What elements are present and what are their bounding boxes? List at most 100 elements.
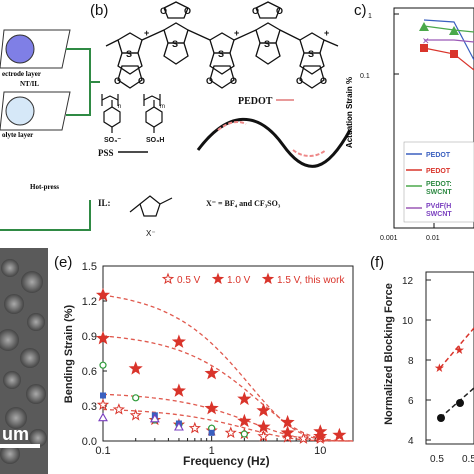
electrolyte-layer-label: olyte layer: [2, 131, 34, 139]
c-legend-4: SWCNT: [426, 189, 452, 196]
c-legend-3: PEDOT:: [426, 181, 452, 188]
e-point-s1-3: [129, 408, 142, 421]
f-red-marker-1: ★: [434, 361, 445, 375]
e-point-s1-6: [188, 421, 201, 434]
panel-f-plot: ★ ★ 12 10 8 6 4 0.5 0.5: [402, 271, 474, 465]
c-series-purple: [424, 39, 474, 43]
e-legend-marker-3: [261, 272, 275, 285]
c-legend-6: SWCNT: [426, 211, 452, 218]
pedot-label: PEDOT: [238, 96, 273, 107]
e-ytick-label: 1.2: [82, 296, 97, 308]
panel-e: (e) Bending Strain (%) 0.0 0.3 0.6 0.9 1.2 1.…: [48, 248, 368, 474]
e-point-s2-7: [280, 425, 295, 439]
hot-press-label: Hot-press: [30, 183, 60, 191]
f-ytick-10: 10: [402, 316, 414, 327]
pss-so3-minus: SO₃⁻: [104, 137, 121, 144]
c-xtick-001: 0.01: [426, 235, 440, 242]
panel-e-label: (e): [54, 254, 73, 271]
e-legend: 0.5 V 1.0 V 1.5 V, this work: [161, 272, 345, 286]
e-fit-curve-4: [102, 408, 353, 442]
svg-text:+: +: [144, 28, 149, 38]
panel-c-label: c): [354, 2, 367, 19]
e-point-s2-5: [237, 413, 252, 428]
e-point-s2-2: [128, 361, 143, 375]
chemical-structures: S S S S S + + + O O O O O O O O O O n m SO₃⁻ SO₃H PS…: [98, 1, 352, 238]
e-ytick-label: 0.6: [82, 366, 97, 378]
sem-image: [0, 248, 48, 474]
e-point-s2-3: [171, 383, 186, 397]
panel-f: (f) Normalized Blocking Force ★ ★ 12 10 …: [368, 248, 474, 474]
f-ylabel: Normalized Blocking Force: [382, 283, 395, 425]
e-fit-curve-1: [102, 294, 353, 442]
f-ytick-4: 4: [408, 436, 414, 447]
e-legend-label-3: 1.5 V, this work: [277, 275, 345, 286]
e-point-s3-8: [332, 427, 347, 442]
svg-text:O: O: [138, 76, 145, 86]
e-point-s3-3: [204, 365, 219, 380]
thiophene-ring-1: [117, 32, 143, 75]
il-label: IL:: [98, 198, 111, 208]
pedot-atom-labels: S S S S S + + + O O O O O O O O O O: [114, 6, 329, 86]
frame-line: [0, 200, 91, 231]
e-point-s1-8: [224, 426, 237, 439]
panel-f-label: (f): [370, 254, 385, 271]
c-series-green: [423, 25, 474, 33]
e-point-s1-12: [297, 432, 310, 444]
thiophene-ring-3: [209, 32, 235, 75]
f-xtick-2: 0.5: [462, 454, 474, 465]
sem-scale-text: um: [2, 424, 29, 444]
electrode-layer-label: ectrode layer: [2, 70, 41, 78]
c-legend-1: PEDOT: [426, 152, 451, 159]
svg-text:O: O: [206, 76, 213, 86]
pss-label: PSS: [98, 148, 114, 158]
pedot-structure: [105, 1, 339, 89]
e-ytick-label: 0.0: [82, 436, 97, 448]
svg-text:O: O: [114, 76, 121, 86]
e-ytick-label: 1.5: [82, 261, 97, 273]
e-plot-frame: [102, 265, 354, 442]
f-red-trend: [439, 327, 474, 369]
c-xtick-0001: 0.001: [380, 235, 398, 242]
e-point-s5-4: [208, 429, 215, 436]
c-ytick-01: 0.1: [360, 73, 370, 80]
svg-text:S: S: [218, 49, 224, 59]
e-point-s2-6: [256, 419, 271, 434]
panel-a: ectrode layer NT/IL olyte layer Hot-pres…: [0, 0, 100, 236]
il-anion-text: X⁻ = BF₄ and CF₃SO₃: [206, 199, 281, 208]
e-point-s5-1: [100, 392, 106, 399]
c-marker-red-2: [450, 50, 458, 58]
e-ylabel: Bending Strain (%): [63, 304, 76, 404]
c-marker-red-1: [420, 44, 428, 52]
bending-strain-chart: 0.0 0.3 0.6 0.9 1.2 1.5 0.1 1 10 0.5 V 1.0 V 1.5 V…: [82, 261, 354, 457]
svg-text:S: S: [172, 39, 178, 49]
svg-text:O: O: [230, 76, 237, 86]
panel-c-plot: ✕ 1 0.1 0.001 0.01 PEDOT PEDOT PEDOT: SW…: [360, 7, 474, 242]
f-black-marker-2: [456, 399, 464, 407]
e-point-s3-1: [95, 287, 111, 302]
e-legend-marker-2: [211, 272, 225, 285]
pedot-segment-2: [292, 149, 327, 157]
f-ytick-marks: [426, 279, 431, 441]
pedot-segment-1: [217, 121, 247, 131]
c-series-red: [423, 47, 474, 71]
f-ytick-6: 6: [408, 396, 414, 407]
e-point-s3-6: [280, 414, 295, 429]
connector-line: [66, 48, 91, 116]
electrolyte-circle: [5, 96, 35, 126]
e-xtick-label: 0.1: [95, 445, 110, 457]
svg-text:S: S: [308, 49, 314, 59]
panel-c-ylabel: Actuation Strain %: [345, 76, 355, 149]
e-fit-curve-2: [102, 335, 353, 442]
c-marker-purple: ✕: [422, 36, 430, 46]
e-ytick-label: 0.3: [82, 401, 97, 413]
e-xtick-label: 10: [314, 445, 326, 457]
f-xtick-1: 0.5: [430, 454, 444, 465]
e-point-s2-4: [204, 400, 219, 415]
c-marker-green-1: [419, 22, 429, 31]
e-point-s1-2: [112, 403, 125, 415]
e-point-s1-1: [96, 398, 110, 411]
panel-c: c) Actuation Strain % ✕ 1 0.1 0.001 0.01…: [344, 0, 474, 245]
e-point-s4-1: [99, 361, 107, 369]
e-fit-curve-3: [102, 393, 353, 442]
electrode-circle: [5, 34, 35, 64]
